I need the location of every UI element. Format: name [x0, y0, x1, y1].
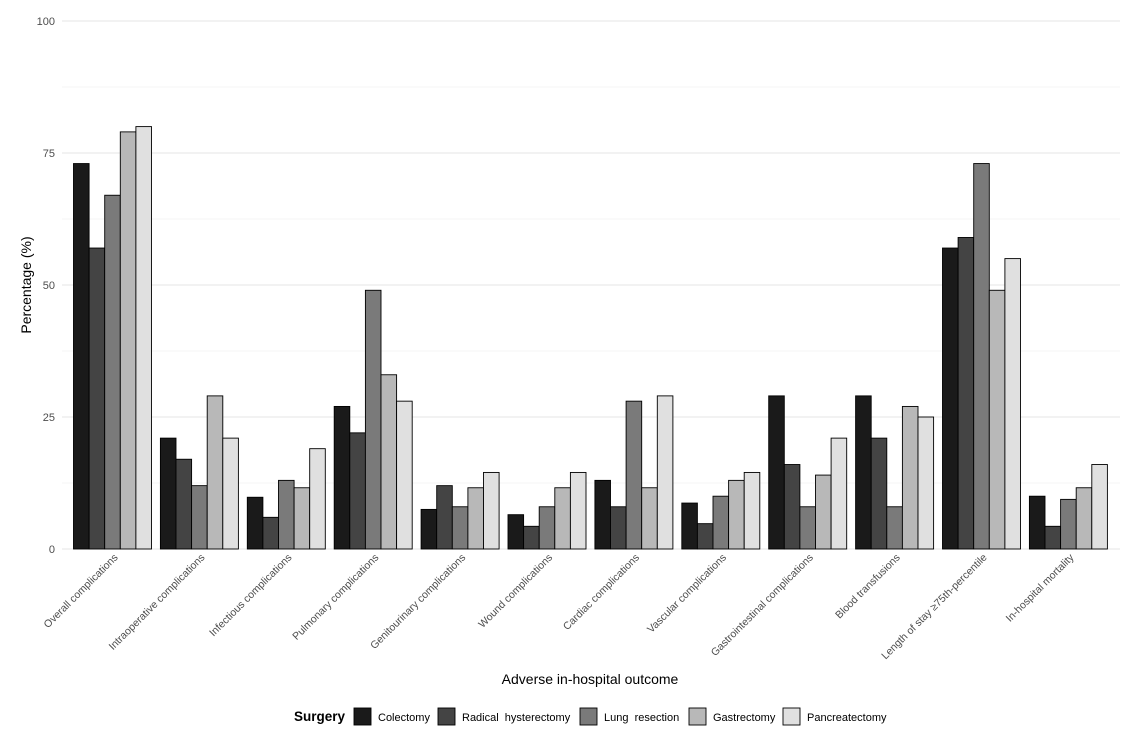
y-tick-label: 75 — [43, 148, 55, 160]
bar — [743, 471, 761, 550]
y-axis-ticks: 0 25 50 75 100 — [37, 16, 55, 556]
bar — [625, 400, 643, 550]
legend-label: Gastrectomy — [713, 712, 776, 724]
bar — [1060, 498, 1077, 550]
x-axis-title: Adverse in-hospital outcome — [502, 671, 679, 687]
bar — [175, 458, 193, 550]
bar — [901, 405, 919, 550]
x-tick-label: Infectious complications — [207, 552, 294, 639]
legend-title: Surgery — [294, 709, 346, 724]
legend-swatch — [688, 707, 707, 726]
bar — [1044, 525, 1062, 550]
bar — [942, 247, 959, 550]
bar — [159, 437, 177, 550]
bar — [656, 395, 674, 550]
bar — [681, 502, 698, 550]
x-tick-label: In-hospital mortality — [1004, 551, 1077, 624]
bars — [73, 126, 1108, 550]
y-tick-label: 0 — [49, 544, 55, 556]
bar — [957, 237, 975, 550]
x-tick-label: Vascular complications — [645, 552, 729, 636]
legend-swatch — [579, 707, 598, 726]
bar — [870, 437, 888, 550]
bar — [191, 485, 208, 550]
legend-label: Pancreatectomy — [807, 712, 887, 724]
y-tick-label: 100 — [37, 16, 55, 28]
bar — [886, 506, 903, 550]
x-tick-label: Pulmonary complications — [290, 552, 381, 643]
bar — [278, 479, 295, 550]
bar — [104, 194, 121, 550]
bar — [333, 405, 351, 550]
bar — [569, 471, 587, 550]
bar — [396, 400, 413, 550]
legend-swatch — [437, 707, 456, 726]
bar — [1091, 464, 1108, 550]
bar — [610, 506, 627, 550]
bar — [507, 514, 525, 550]
bar — [483, 471, 500, 550]
legend-label: Colectomy — [378, 712, 430, 724]
bar — [696, 523, 714, 550]
x-tick-label: Gastrointestinal complications — [709, 552, 816, 659]
bar — [222, 437, 239, 550]
bar — [135, 126, 152, 550]
bar — [554, 487, 571, 550]
bar — [349, 432, 366, 550]
x-tick-label: Genitourinary complications — [368, 552, 468, 652]
bar — [436, 485, 453, 550]
bar — [119, 131, 137, 550]
x-tick-label: Overall complications — [42, 552, 121, 631]
x-tick-label: Length of stay ≥75th-percentile — [879, 552, 989, 662]
bar — [1028, 495, 1046, 550]
bar — [799, 506, 816, 550]
bar — [855, 395, 872, 550]
x-tick-label: Wound complications — [476, 552, 555, 631]
legend-swatch — [782, 707, 801, 726]
bar — [451, 506, 469, 550]
bar — [206, 395, 224, 550]
bar — [467, 487, 484, 550]
legend-swatch — [353, 707, 372, 726]
bar — [594, 479, 611, 550]
bar — [973, 163, 990, 550]
bar — [293, 487, 311, 550]
y-tick-label: 50 — [43, 280, 55, 292]
legend-label: Lung resection — [604, 712, 679, 724]
bar — [783, 464, 801, 550]
bar — [420, 508, 438, 550]
legend: Surgery Colectomy Radical hysterectomy Lun… — [294, 707, 887, 726]
bar — [815, 474, 832, 550]
bar — [641, 487, 658, 550]
bar — [309, 448, 326, 550]
bar — [538, 506, 556, 550]
bar — [988, 289, 1006, 550]
x-tick-label: Intraoperative complications — [107, 552, 208, 653]
bar — [917, 416, 935, 550]
bar — [364, 289, 382, 550]
legend-label: Radical hysterectomy — [462, 712, 571, 724]
x-tick-label: Cardiac complications — [561, 552, 642, 633]
bar — [88, 247, 106, 550]
bar — [1004, 258, 1021, 550]
bar — [380, 374, 398, 550]
bar — [1075, 487, 1093, 550]
bar — [728, 479, 745, 550]
bar — [830, 437, 848, 550]
bar — [523, 525, 540, 550]
bar — [246, 496, 264, 550]
bar — [73, 163, 90, 550]
bar — [262, 516, 279, 550]
y-tick-label: 25 — [43, 412, 55, 424]
x-tick-label: Blood transfusions — [833, 552, 903, 622]
bar — [712, 495, 730, 550]
bar — [768, 395, 785, 550]
y-axis-title: Percentage (%) — [18, 236, 34, 333]
